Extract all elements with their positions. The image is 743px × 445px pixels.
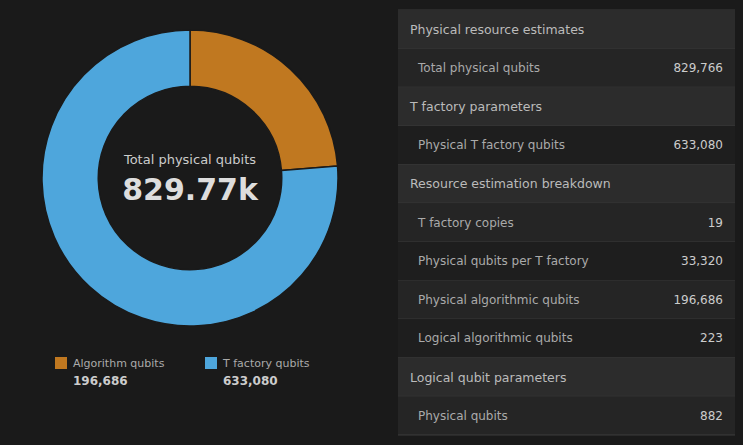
table-value: 633,080 [673,138,723,152]
table-header: Resource estimation breakdown [410,176,611,191]
table-header-bg [398,10,735,49]
table: Physical resource estimates Total physica… [398,10,735,435]
table-header-bg [398,165,735,204]
background [0,0,743,445]
center-label: Total physical qubits [123,152,256,167]
legend-label: Algorithm qubits [73,357,165,370]
table-row-bg [398,203,735,242]
table-header: T factory parameters [409,99,542,114]
donut-slice [190,30,338,171]
table-header-bg [398,87,735,126]
legend-swatch [55,357,67,369]
table-label: Physical qubits [418,409,508,423]
table-value: 196,686 [673,293,723,307]
table-label: Physical algorithmic qubits [418,293,579,307]
donut [42,30,338,326]
table-row-bg [398,126,735,165]
table-header-bg [398,358,735,397]
table-header: Physical resource estimates [410,22,584,37]
table-row-bg [398,280,735,319]
donut-slice [42,30,338,326]
table-row-bg [398,49,735,88]
legend-swatch [205,357,217,369]
table-row-bg [398,242,735,281]
legend: Algorithm qubits 196,686 T factory qubits 6… [55,357,310,388]
table-header: Logical qubit parameters [410,370,566,385]
table-value: 19 [708,216,723,230]
table-label: Logical algorithmic qubits [418,331,573,345]
table-row-bg [398,396,735,435]
table-value: 33,320 [681,254,723,268]
table-row-bg [398,319,735,358]
table-value: 223 [700,331,723,345]
table-separator [398,435,735,436]
table-label: T factory copies [417,216,514,230]
legend-value: 196,686 [73,374,128,388]
chart-root: Total physical qubits 829.77k Algorithm qu… [0,0,743,445]
legend-label: T factory qubits [222,357,310,370]
table-label: Physical T factory qubits [418,138,565,152]
table-label: Physical qubits per T factory [418,254,589,268]
legend-value: 633,080 [223,374,278,388]
table-value: 882 [700,409,723,423]
table-value: 829,766 [673,61,723,75]
table-label: Total physical qubits [417,61,540,75]
center-value: 829.77k [122,172,259,207]
